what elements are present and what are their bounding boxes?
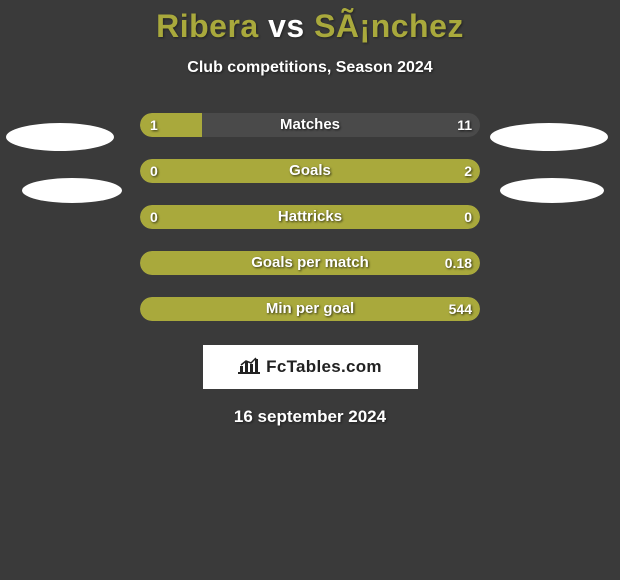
bar-track [140,113,480,137]
decorative-ellipse [6,123,114,151]
chart-icon [238,356,260,379]
bar-fill [140,205,480,229]
bar-row: Hattricks00 [0,205,620,229]
decorative-ellipse [500,178,604,203]
bar-row: Goals per match0.18 [0,251,620,275]
value-right: 2 [464,159,472,183]
bar-track [140,251,480,275]
bar-fill-left [140,251,480,275]
value-right: 11 [457,113,472,137]
bar-row: Min per goal544 [0,297,620,321]
player1-name: Ribera [156,8,259,44]
decorative-ellipse [490,123,608,151]
bar-track [140,297,480,321]
logo-box: FcTables.com [203,345,418,389]
bar-fill-left [140,297,480,321]
value-left: 1 [150,113,158,137]
header: Ribera vs SÃ¡nchez Club competitions, Se… [0,0,620,77]
value-right: 544 [449,297,472,321]
bar-fill [140,159,480,183]
value-right: 0 [464,205,472,229]
bar-track [140,159,480,183]
value-left: 0 [150,159,158,183]
bar-track [140,205,480,229]
decorative-ellipse [22,178,122,203]
value-right: 0.18 [445,251,472,275]
value-left: 0 [150,205,158,229]
logo-text: FcTables.com [266,357,382,377]
date-label: 16 september 2024 [0,407,620,427]
subtitle: Club competitions, Season 2024 [0,59,620,77]
player2-name: SÃ¡nchez [314,8,464,44]
page-title: Ribera vs SÃ¡nchez [0,8,620,45]
vs-label: vs [268,8,305,44]
